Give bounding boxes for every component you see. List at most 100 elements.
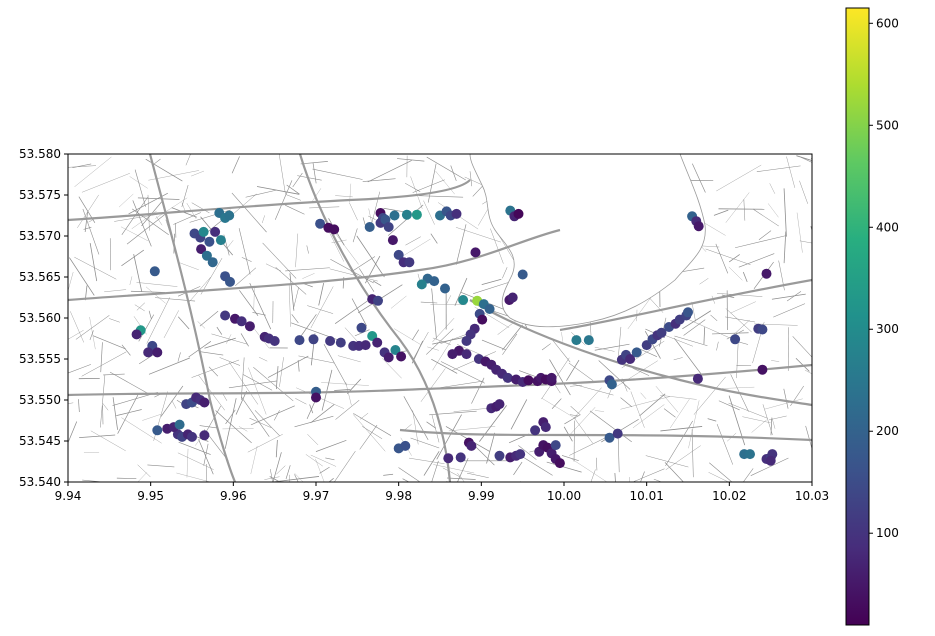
street-line <box>754 323 798 326</box>
street-line <box>568 407 596 437</box>
street-line <box>271 476 320 482</box>
street-line <box>467 472 489 479</box>
scatter-point <box>761 268 772 279</box>
x-tick-label: 10.03 <box>795 489 829 503</box>
scatter-point <box>383 222 394 232</box>
street-line <box>735 235 786 248</box>
street-line <box>440 333 468 344</box>
street-line <box>715 243 729 274</box>
scatter-points <box>131 205 778 469</box>
street-line <box>442 467 462 478</box>
street-line <box>770 418 773 436</box>
street-line <box>572 383 614 396</box>
x-tick-label: 10.00 <box>547 489 581 503</box>
street-line <box>383 473 394 476</box>
scatter-point <box>396 351 407 362</box>
colorbar-tick-label: 400 <box>876 220 899 234</box>
street-line <box>640 471 645 482</box>
street-line <box>796 155 812 161</box>
major-road <box>399 428 812 442</box>
street-line <box>733 319 750 335</box>
street-line <box>254 410 280 437</box>
street-line <box>420 301 438 304</box>
street-line <box>518 445 537 460</box>
street-line <box>270 469 273 482</box>
scatter-point <box>477 314 488 325</box>
scatter-point <box>360 340 371 351</box>
scatter-point <box>372 337 383 348</box>
street-line <box>707 418 717 422</box>
street-line <box>138 314 155 342</box>
scatter-point <box>554 458 565 469</box>
street-line <box>639 393 666 417</box>
street-line <box>321 382 369 386</box>
scatter-point <box>364 222 375 232</box>
scatter-point <box>550 440 561 451</box>
scatter-point <box>196 244 207 255</box>
street-line <box>102 403 109 411</box>
street-line <box>226 334 232 344</box>
street-line <box>133 254 143 292</box>
street-line <box>541 398 577 420</box>
scatter-point <box>215 235 226 246</box>
street-line <box>541 343 551 351</box>
scatter-point <box>745 449 755 460</box>
street-line <box>804 369 812 375</box>
street-line <box>730 301 756 314</box>
scatter-point <box>440 283 450 294</box>
street-line <box>191 170 205 177</box>
scatter-point <box>571 335 582 346</box>
scatter-point <box>201 250 212 261</box>
scatter-point <box>540 422 551 433</box>
street-line <box>78 399 80 413</box>
street-line <box>692 163 706 193</box>
street-line <box>273 410 280 421</box>
street-line <box>783 188 787 237</box>
street-line <box>79 434 116 438</box>
scatter-point <box>517 269 528 280</box>
street-line <box>783 231 787 264</box>
street-line <box>285 465 291 480</box>
street-line <box>420 368 446 402</box>
street-line <box>473 281 512 294</box>
major-road <box>298 154 452 482</box>
street-line <box>309 206 340 209</box>
street-line <box>452 351 497 371</box>
street-line <box>713 209 729 216</box>
street-line <box>670 398 690 429</box>
major-road <box>68 179 471 222</box>
street-line <box>359 424 378 450</box>
scatter-point <box>315 218 326 229</box>
street-line <box>663 408 676 418</box>
street-line <box>473 444 495 466</box>
scatter-point <box>447 349 458 360</box>
street-line <box>116 477 137 479</box>
street-line <box>92 335 126 350</box>
scatter-point <box>451 208 462 219</box>
street-line <box>68 421 78 444</box>
street-line <box>432 318 455 343</box>
street-line <box>177 316 190 330</box>
street-line <box>310 404 335 424</box>
scatter-point <box>757 324 768 335</box>
street-line <box>249 417 272 428</box>
scatter-point <box>404 257 415 268</box>
scatter-point <box>389 210 400 221</box>
x-axis: 9.94 9.95 9.96 9.97 9.98 9.99 10.00 10.01 10.02 1… <box>55 482 829 503</box>
street-line <box>178 441 211 455</box>
street-line <box>725 308 752 333</box>
street-line <box>502 324 523 351</box>
street-line <box>440 380 484 388</box>
street-line <box>358 268 375 292</box>
street-line <box>423 451 440 476</box>
street-line <box>673 357 683 361</box>
street-line <box>423 200 435 225</box>
street-line <box>253 285 255 309</box>
street-line <box>199 310 219 327</box>
scatter-point <box>429 276 440 287</box>
street-line <box>240 396 270 437</box>
street-line <box>574 418 594 444</box>
street-line <box>262 242 297 279</box>
scatter-point <box>198 226 209 237</box>
street-line <box>353 413 392 436</box>
